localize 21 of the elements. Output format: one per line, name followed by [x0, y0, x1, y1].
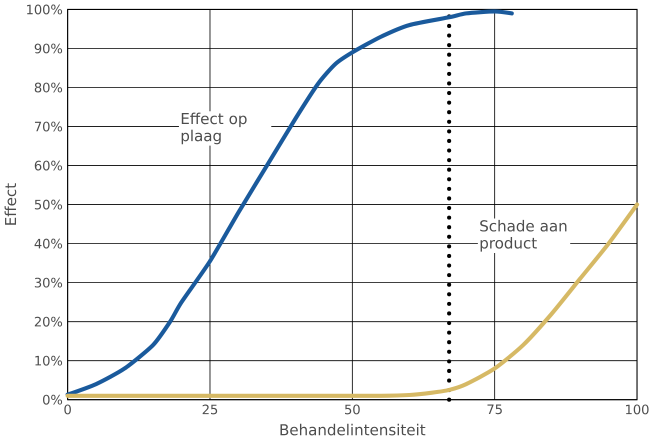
x-axis-title: Behandelintensiteit — [280, 424, 426, 436]
line-series — [66, 202, 640, 398]
annotation: Effect op plaag — [182, 112, 247, 144]
y-tick-label: 90% — [34, 44, 62, 54]
y-tick-label: 10% — [35, 356, 62, 366]
x-tick-label: 75 — [487, 404, 502, 414]
y-tick-label: 40% — [34, 238, 62, 249]
y-tick-label: 50% — [34, 200, 62, 210]
x-tick-label: 0 — [64, 404, 71, 414]
y-axis-title: Effect — [4, 183, 16, 225]
y-tick-label: 0% — [43, 394, 62, 405]
x-tick-label: 25 — [202, 404, 218, 414]
y-tick-label: 100% — [27, 4, 62, 14]
y-tick-label: 20% — [34, 316, 62, 327]
y-tick-label: 80% — [34, 82, 62, 92]
annotation: Schade aan product — [480, 220, 566, 252]
x-tick-label: 50 — [345, 404, 360, 414]
y-tick-label: 60% — [34, 160, 62, 170]
y-tick-label: 70% — [34, 122, 62, 132]
x-tick-label: 100 — [626, 404, 649, 414]
y-tick-label: 30% — [34, 278, 62, 288]
